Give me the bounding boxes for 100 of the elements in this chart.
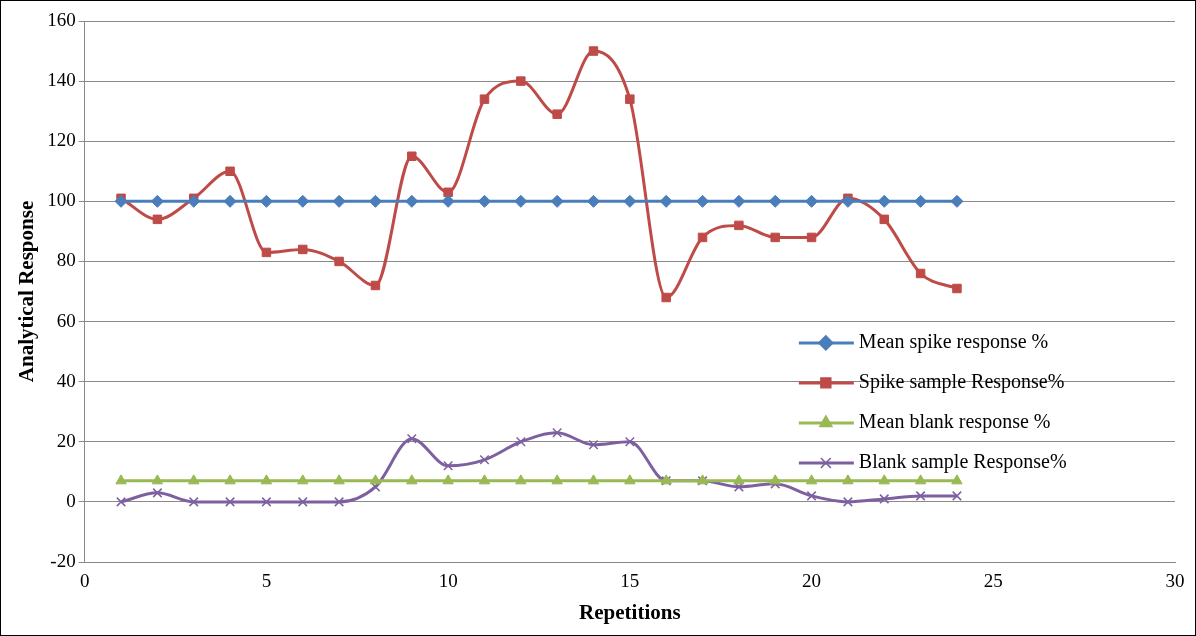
point: [406, 474, 418, 485]
point: [479, 454, 490, 465]
point: [406, 433, 417, 444]
point: [441, 194, 455, 208]
point: [624, 436, 635, 447]
x-tick-label: 5: [261, 570, 272, 592]
x-tick-label: 0: [79, 570, 90, 592]
point: [879, 493, 890, 504]
x-tick-label: 30: [1165, 570, 1185, 592]
point: [696, 194, 710, 208]
point: [442, 474, 454, 485]
point: [733, 474, 745, 485]
point: [770, 232, 780, 243]
point: [841, 194, 855, 208]
point: [296, 194, 310, 208]
y-tick-label: 80: [56, 249, 76, 271]
point: [914, 194, 928, 208]
point: [224, 474, 236, 485]
y-tick-label: 160: [47, 8, 76, 30]
point: [334, 496, 345, 507]
point: [225, 496, 236, 507]
y-tick-label: 0: [66, 489, 76, 511]
point: [479, 94, 490, 104]
point: [624, 474, 636, 485]
point: [805, 194, 819, 208]
point: [768, 194, 782, 208]
point: [116, 496, 127, 507]
point: [515, 436, 526, 447]
point: [842, 496, 853, 507]
x-tick-label: 15: [620, 570, 640, 592]
point: [477, 194, 491, 208]
point: [661, 292, 671, 303]
point: [950, 194, 964, 208]
point: [697, 232, 708, 243]
point: [225, 166, 235, 177]
point: [842, 474, 854, 485]
point: [915, 490, 926, 501]
point: [552, 427, 563, 438]
point: [878, 474, 890, 485]
point: [734, 220, 744, 231]
legend-label: Spike sample Response%: [858, 370, 1065, 394]
point: [115, 474, 127, 485]
point: [551, 474, 563, 485]
point: [625, 94, 635, 104]
point: [623, 194, 637, 208]
point: [516, 76, 526, 86]
point: [877, 194, 891, 208]
point: [368, 194, 382, 208]
point: [297, 474, 309, 485]
x-tick-label: 20: [802, 570, 822, 592]
point: [478, 474, 491, 485]
legend-label: Mean blank response %: [858, 410, 1051, 434]
point: [915, 268, 926, 279]
point: [150, 194, 164, 208]
y-tick-label: -20: [50, 549, 76, 571]
point: [588, 46, 599, 56]
point: [223, 194, 237, 208]
y-tick-label: 120: [47, 129, 76, 151]
point: [951, 474, 963, 485]
point: [952, 283, 962, 294]
point: [514, 194, 528, 208]
legend-label: Blank sample Response%: [858, 450, 1067, 474]
point: [187, 194, 201, 208]
point: [261, 496, 272, 507]
y-tick-label: 100: [47, 189, 76, 211]
point: [369, 474, 382, 485]
point: [732, 194, 746, 208]
y-axis-title: Analytical Response: [14, 200, 39, 383]
point: [261, 247, 272, 258]
y-tick-label: 40: [56, 369, 76, 391]
point: [879, 214, 889, 225]
point: [259, 194, 273, 208]
x-tick-label: 10: [438, 570, 458, 592]
point: [407, 151, 417, 161]
point: [588, 439, 599, 450]
point: [769, 474, 781, 485]
y-tick-label: 140: [47, 69, 76, 91]
point: [515, 474, 527, 485]
point: [552, 109, 562, 119]
point: [914, 474, 927, 485]
point: [152, 487, 163, 498]
point: [443, 460, 454, 471]
point: [659, 194, 673, 208]
point: [806, 232, 817, 243]
legend-label: Mean spike response %: [858, 330, 1049, 354]
point: [334, 256, 344, 267]
x-axis-title: Repetitions: [579, 599, 681, 624]
y-tick-label: 60: [56, 309, 76, 331]
x-tick-label: 25: [983, 570, 1003, 592]
point: [297, 496, 308, 507]
point: [188, 496, 199, 507]
point: [370, 280, 381, 291]
point: [260, 474, 273, 485]
point: [188, 474, 200, 485]
point: [298, 244, 308, 255]
point: [550, 194, 564, 208]
point: [587, 474, 600, 485]
point: [443, 187, 453, 198]
point: [152, 214, 163, 225]
point: [332, 194, 346, 208]
